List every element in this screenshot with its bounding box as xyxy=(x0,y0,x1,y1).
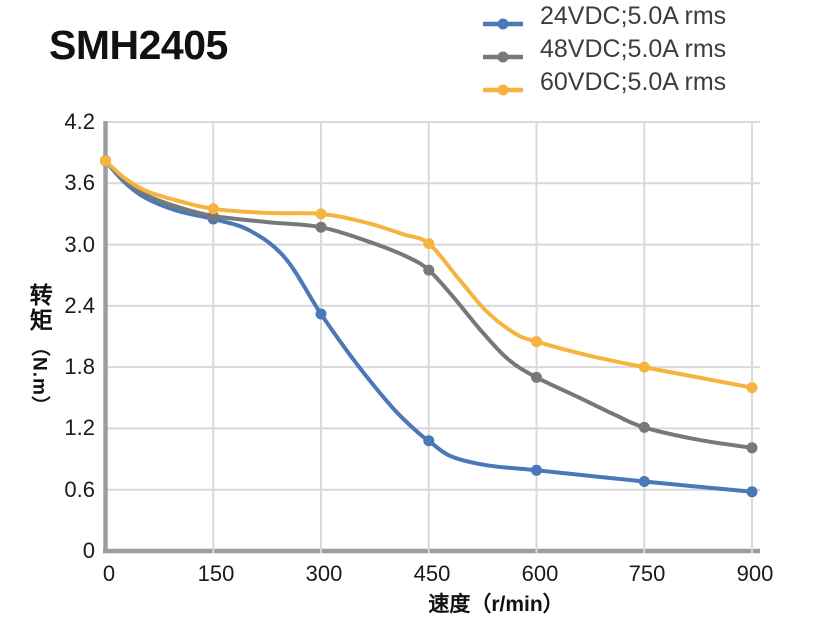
data-point-marker xyxy=(315,208,327,220)
data-point-marker xyxy=(746,382,758,394)
x-tick-label: 0 xyxy=(102,561,116,586)
y-axis-title: 转矩 （N.m） xyxy=(22,283,56,416)
data-point-marker xyxy=(531,371,542,383)
series-curve-24vdc xyxy=(103,158,754,494)
data-point-marker xyxy=(531,464,542,476)
data-point-marker xyxy=(423,435,435,447)
legend-label: 48VDC;5.0A rms xyxy=(540,35,727,63)
y-tick-label: 3.6 xyxy=(64,170,95,195)
x-axis-title: 速度（r/min） xyxy=(428,593,564,616)
legend-label: 60VDC;5.0A rms xyxy=(540,68,727,96)
chart-title: SMH2405 xyxy=(49,22,228,68)
data-point-marker xyxy=(423,238,435,250)
data-point-marker xyxy=(315,221,327,233)
y-axis-title-text: 转矩 xyxy=(26,283,53,333)
y-tick-label: 0.6 xyxy=(64,477,95,502)
series-curve-60vdc xyxy=(103,158,754,390)
data-point-marker xyxy=(746,486,758,498)
x-tick-label: 750 xyxy=(628,561,666,586)
x-tick-label: 150 xyxy=(197,561,235,586)
legend-line-marker-icon xyxy=(483,51,523,62)
y-tick-label: 1.2 xyxy=(64,415,95,440)
data-point-marker xyxy=(423,264,435,276)
data-point-marker xyxy=(315,308,327,320)
x-tick-label: 300 xyxy=(305,561,343,586)
data-point-marker xyxy=(638,361,650,373)
y-tick-label: 0 xyxy=(82,538,95,563)
legend-item-60vdc: 60VDC;5.0A rms xyxy=(482,66,726,99)
data-point-marker xyxy=(531,336,542,348)
x-tick-label: 900 xyxy=(736,561,774,586)
data-point-marker xyxy=(746,442,758,454)
y-tick-label: 2.4 xyxy=(64,293,95,318)
legend: 24VDC;5.0A rms 48VDC;5.0A rms 60VDC;5.0A r… xyxy=(482,0,726,99)
y-tick-label: 4.2 xyxy=(64,109,95,134)
x-tick-label: 600 xyxy=(521,561,559,586)
data-point-marker xyxy=(207,203,219,215)
legend-line-marker-icon xyxy=(483,18,523,29)
y-tick-label: 1.8 xyxy=(64,354,95,379)
data-point-marker xyxy=(638,421,650,433)
data-point-marker xyxy=(100,155,111,167)
y-tick-label: 3.0 xyxy=(64,232,95,257)
x-tick-label: 450 xyxy=(413,561,451,586)
data-point-marker xyxy=(638,476,650,487)
legend-item-48vdc: 48VDC;5.0A rms xyxy=(482,33,726,66)
legend-label: 24VDC;5.0A rms xyxy=(540,2,727,30)
legend-line-marker-icon xyxy=(483,84,523,95)
legend-item-24vdc: 24VDC;5.0A rms xyxy=(482,0,726,33)
y-axis-title-unit: （N.m） xyxy=(28,337,50,416)
